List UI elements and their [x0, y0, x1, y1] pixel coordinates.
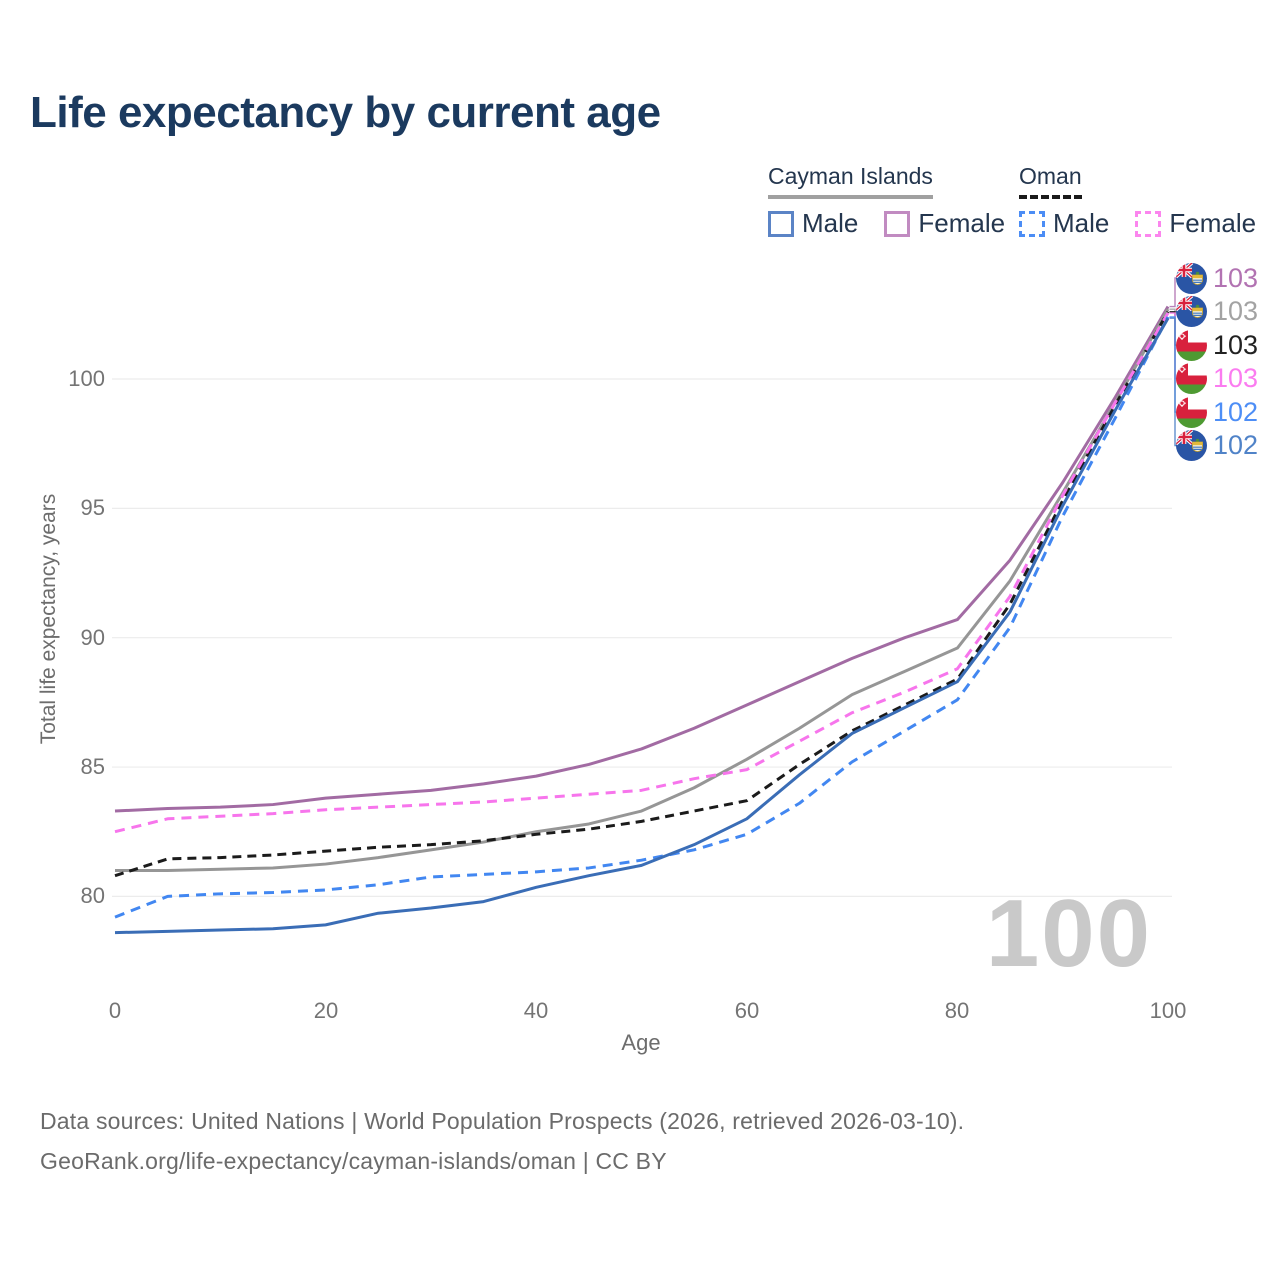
legend-label-oman-male: Male — [1053, 208, 1110, 238]
end-label-oman-female: 103 — [1176, 362, 1258, 394]
legend-items-cayman-islands: Male Female — [768, 208, 1005, 239]
x-tick-40: 40 — [523, 998, 549, 1023]
y-tick-100: 100 — [68, 366, 105, 391]
watermark-age-100: 100 — [985, 880, 1152, 987]
legend-swatch-oman-male[interactable] — [1019, 210, 1045, 237]
y-tick-95: 95 — [80, 495, 105, 520]
legend-header-oman: Oman — [1019, 163, 1082, 199]
legend-group-cayman-islands: Cayman Islands Male Female — [768, 163, 1005, 239]
end-label-cayman-female: 103 — [1176, 262, 1258, 294]
data-sources-text: Data sources: United Nations | World Pop… — [40, 1108, 965, 1134]
end-value: 103 — [1213, 262, 1259, 293]
legend-items-oman: Male Female — [1019, 208, 1256, 239]
legend-item-oman-male[interactable]: Male — [1019, 208, 1109, 239]
end-value: 102 — [1213, 396, 1259, 427]
legend-swatch-oman-female[interactable] — [1135, 210, 1162, 237]
series-line-cayman-islands-total — [115, 308, 1170, 873]
x-tick-60: 60 — [734, 998, 760, 1023]
legend-swatch-cayman-male[interactable] — [768, 210, 794, 237]
series-line-oman-total — [114, 310, 1170, 878]
end-value: 103 — [1213, 329, 1259, 360]
end-value: 103 — [1213, 295, 1259, 326]
x-axis-title: Age — [621, 1030, 661, 1055]
series-line-cayman-islands-male — [114, 317, 1170, 935]
legend-group-oman: Oman Male Female — [1019, 163, 1256, 239]
legend-item-cayman-female[interactable]: Female — [884, 208, 1005, 239]
oman-flag-icon — [1176, 329, 1207, 361]
legend-label-cayman-male: Male — [802, 208, 859, 238]
oman-flag-icon — [1176, 396, 1207, 428]
cayman-islands-flag-icon — [1176, 429, 1207, 461]
end-label-cayman-male: 102 — [1176, 429, 1258, 461]
y-axis-title: Total life expectancy, years — [37, 493, 60, 745]
legend-header-cayman-islands: Cayman Islands — [768, 163, 933, 199]
legend-item-cayman-male[interactable]: Male — [768, 208, 858, 239]
x-tick-20: 20 — [313, 998, 339, 1023]
cayman-islands-flag-icon — [1176, 262, 1207, 294]
legend-item-oman-female[interactable]: Female — [1135, 208, 1256, 239]
x-tick-0: 0 — [108, 998, 122, 1023]
series-line-oman-male — [114, 316, 1170, 919]
end-label-oman-total: 103 — [1176, 329, 1258, 361]
y-tick-80: 80 — [80, 883, 105, 908]
legend-swatch-cayman-female[interactable] — [884, 210, 911, 237]
page-title: Life expectancy by current age — [30, 88, 661, 137]
oman-flag-icon — [1176, 362, 1207, 394]
legend-label-cayman-female: Female — [918, 208, 1006, 238]
legend-label-oman-female: Female — [1169, 208, 1257, 238]
attribution-text: GeoRank.org/life-expectancy/cayman-islan… — [40, 1148, 667, 1174]
y-tick-85: 85 — [80, 754, 105, 779]
end-label-cayman-total: 103 — [1176, 295, 1258, 327]
end-value: 103 — [1213, 362, 1259, 393]
series-line-oman-female — [114, 312, 1170, 834]
x-tick-80: 80 — [944, 998, 970, 1023]
series-line-cayman-islands-female — [114, 305, 1170, 813]
x-tick-100: 100 — [1149, 998, 1187, 1023]
end-label-oman-male: 102 — [1176, 396, 1258, 428]
end-value: 102 — [1213, 429, 1259, 460]
cayman-islands-flag-icon — [1176, 295, 1207, 327]
y-tick-90: 90 — [80, 625, 105, 650]
